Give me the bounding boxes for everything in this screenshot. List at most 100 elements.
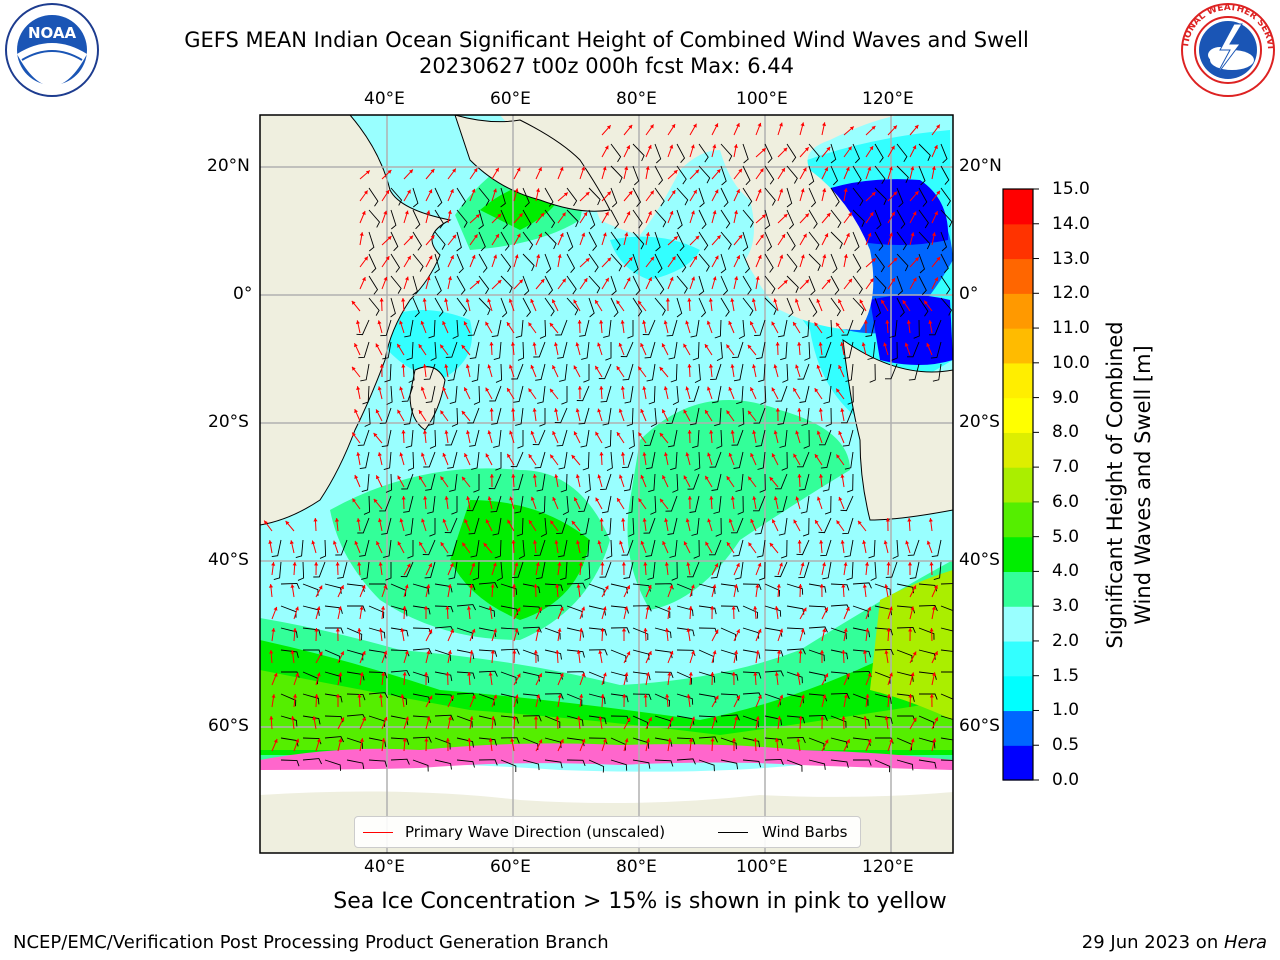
wave-arrow-head xyxy=(404,584,409,589)
wave-arrow-head xyxy=(669,584,674,589)
wave-arrow-head xyxy=(316,738,321,743)
wave-arrow-head xyxy=(710,606,715,610)
wave-arrow-head xyxy=(687,496,692,500)
wave-arrow-head xyxy=(755,650,760,654)
wind-barb xyxy=(732,341,744,359)
wind-barb xyxy=(830,231,843,249)
lat-label-right-20n: 20°N xyxy=(959,156,1002,176)
wind-barb xyxy=(775,473,788,490)
wave-arrow-head xyxy=(290,584,295,588)
wave-arrow-head xyxy=(375,409,380,414)
wave-arrow-head xyxy=(402,606,407,610)
wave-arrow-head xyxy=(798,650,803,654)
wind-barb xyxy=(940,583,953,585)
wave-arrow-head xyxy=(487,364,492,369)
wind-barb xyxy=(390,605,408,617)
wind-barb xyxy=(603,319,612,338)
wave-arrow-head xyxy=(683,541,688,546)
wind-barb xyxy=(808,297,818,317)
wind-barb xyxy=(626,407,634,427)
wave-arrow-head xyxy=(707,452,711,457)
wind-barb xyxy=(755,341,766,360)
wind-barb xyxy=(802,517,810,537)
wind-barb xyxy=(654,693,671,707)
wind-barb xyxy=(478,231,486,252)
wave-arrow-head xyxy=(624,672,629,677)
wave-arrow-head xyxy=(712,584,717,589)
wave-arrow-head xyxy=(311,540,316,545)
wind-barb xyxy=(742,737,761,748)
wind-barb xyxy=(918,143,931,161)
wave-arrow-head xyxy=(447,584,452,588)
wave-arrow-head xyxy=(362,717,366,722)
wave-arrow-head xyxy=(626,717,631,722)
wind-barb xyxy=(580,429,590,448)
wave-arrow-head xyxy=(886,694,891,698)
colorbar-segment xyxy=(1003,362,1033,399)
wind-barb xyxy=(456,715,473,728)
wind-barb xyxy=(786,671,803,684)
wave-arrow-head xyxy=(269,650,274,654)
wind-barb xyxy=(500,297,508,318)
wind-barb xyxy=(885,363,898,380)
wave-arrow-head xyxy=(471,628,476,633)
wave-arrow-head xyxy=(511,474,516,478)
wind-barb xyxy=(830,649,849,660)
wave-arrow-head xyxy=(928,518,933,522)
wind-barb xyxy=(588,231,598,251)
wind-barb xyxy=(346,759,365,770)
wave-arrow-head xyxy=(605,211,609,216)
wind-barb xyxy=(940,209,953,228)
wind-barb xyxy=(381,429,392,448)
wave-arrow-head xyxy=(507,453,511,458)
wind-barb xyxy=(646,363,656,382)
wave-arrow-head xyxy=(881,299,885,304)
wave-arrow-head xyxy=(793,322,797,326)
wind-barb xyxy=(654,253,663,274)
wave-arrow-head xyxy=(843,628,848,632)
wave-arrow-head xyxy=(888,606,893,611)
wind-barb xyxy=(845,363,854,382)
wave-arrow-head xyxy=(514,628,519,633)
wave-arrow-head xyxy=(463,321,468,326)
wind-barb xyxy=(500,737,520,744)
wind-barb xyxy=(632,187,642,207)
wave-arrow-head xyxy=(779,188,784,193)
wind-barb xyxy=(478,693,495,706)
wind-barb xyxy=(448,561,458,580)
wave-arrow-head xyxy=(914,125,919,129)
lon-label-bottom-120e: 120°E xyxy=(862,857,914,877)
wave-arrow-head xyxy=(776,650,782,654)
wave-arrow-head xyxy=(620,386,625,390)
lat-label-right-40s: 40°S xyxy=(959,550,1000,570)
wave-arrow-head xyxy=(908,694,913,698)
wave-arrow-head xyxy=(447,650,452,654)
wave-arrow-head xyxy=(759,168,764,173)
wave-arrow-head xyxy=(824,233,829,238)
wave-arrow-head xyxy=(693,256,697,260)
wind-barb xyxy=(907,341,920,358)
wave-arrow-head xyxy=(576,584,581,588)
wind-barb xyxy=(909,561,920,580)
wave-arrow-head xyxy=(419,541,423,546)
wind-barb xyxy=(579,517,590,536)
wind-barb xyxy=(470,539,480,558)
wave-arrow-head xyxy=(420,320,425,325)
wave-arrow-head xyxy=(797,342,802,346)
wind-barb xyxy=(583,364,590,383)
wind-barb xyxy=(720,209,731,229)
wave-arrow-head xyxy=(861,342,866,347)
wave-arrow-head xyxy=(466,606,472,610)
wind-barb xyxy=(830,715,847,728)
wind-barb xyxy=(434,649,452,661)
wave-arrow-head xyxy=(733,584,738,588)
wave-arrow-head xyxy=(618,408,623,413)
wind-barb xyxy=(514,495,524,514)
colorbar-tick-label: 11.0 xyxy=(1052,318,1090,339)
wind-barb xyxy=(826,319,833,339)
wind-barb xyxy=(698,143,709,163)
wave-arrow-head xyxy=(528,520,533,525)
wind-barb xyxy=(544,187,554,207)
wind-barb xyxy=(733,363,744,382)
wind-barb xyxy=(488,473,502,490)
